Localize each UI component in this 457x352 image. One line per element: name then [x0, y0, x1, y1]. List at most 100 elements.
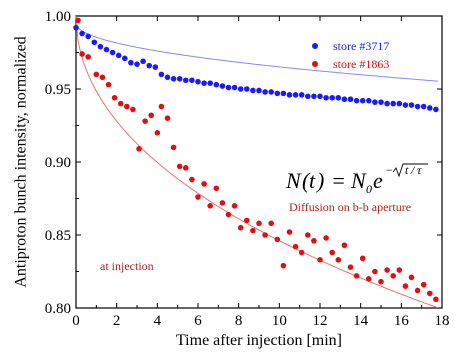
point-store-3717 — [164, 74, 171, 81]
x-tick-label: 6 — [194, 313, 202, 329]
point-store-1863 — [396, 267, 403, 273]
point-store-1863 — [402, 283, 409, 289]
svg-text:0: 0 — [366, 182, 372, 196]
point-store-3717 — [122, 55, 128, 62]
point-store-1863 — [189, 176, 195, 183]
point-store-3717 — [268, 89, 275, 95]
point-store-1863 — [105, 81, 112, 88]
formula: N ( t ) = N 0 e − t / τ — [285, 163, 428, 196]
point-store-1863 — [268, 220, 275, 227]
legend-label-store-3717: store #3717 — [333, 39, 389, 53]
point-store-1863 — [231, 203, 238, 209]
point-store-3717 — [378, 99, 384, 105]
point-store-3717 — [372, 99, 378, 105]
point-store-1863 — [353, 273, 360, 279]
point-store-1863 — [201, 181, 207, 187]
y-tick-label: 0.85 — [45, 228, 71, 244]
point-store-3717 — [195, 78, 201, 85]
point-store-3717 — [341, 96, 348, 103]
point-store-1863 — [117, 100, 124, 107]
point-store-1863 — [124, 103, 130, 110]
point-store-1863 — [244, 217, 250, 224]
point-store-1863 — [317, 257, 323, 263]
point-store-3717 — [347, 96, 354, 103]
point-store-3717 — [408, 102, 415, 108]
point-store-3717 — [317, 93, 323, 100]
point-store-3717 — [323, 94, 329, 101]
x-tick-label: 16 — [394, 313, 410, 329]
point-store-3717 — [396, 100, 403, 107]
point-store-1863 — [323, 235, 329, 241]
point-store-1863 — [298, 249, 305, 256]
annotation-at-injection: at injection — [100, 259, 154, 273]
point-store-1863 — [213, 185, 220, 192]
point-store-3717 — [384, 100, 390, 107]
point-store-1863 — [142, 118, 148, 124]
point-store-3717 — [79, 30, 85, 37]
point-store-1863 — [390, 273, 397, 279]
point-store-1863 — [433, 296, 439, 303]
point-store-3717 — [280, 90, 287, 97]
point-store-3717 — [427, 105, 433, 111]
point-store-1863 — [250, 227, 256, 234]
point-store-1863 — [274, 236, 281, 243]
x-axis-label: Time after injection [min] — [176, 332, 342, 349]
point-store-1863 — [207, 203, 213, 209]
point-store-3717 — [231, 84, 238, 91]
point-store-3717 — [140, 58, 146, 65]
point-store-1863 — [79, 51, 85, 57]
point-store-1863 — [164, 115, 171, 121]
point-store-3717 — [390, 100, 397, 107]
svg-text:τ: τ — [417, 163, 422, 177]
point-store-3717 — [134, 61, 140, 67]
point-store-1863 — [427, 290, 433, 297]
point-store-1863 — [414, 287, 421, 294]
point-store-1863 — [219, 200, 226, 206]
svg-text:/: / — [410, 163, 416, 177]
x-tick-label: 18 — [435, 313, 450, 329]
svg-text:N: N — [350, 168, 367, 193]
point-store-1863 — [311, 238, 317, 244]
point-store-3717 — [158, 71, 165, 78]
x-tick-label: 14 — [353, 313, 369, 329]
point-store-3717 — [97, 43, 104, 50]
point-store-3717 — [286, 92, 293, 98]
point-store-3717 — [250, 87, 256, 94]
point-store-1863 — [408, 274, 415, 281]
point-store-1863 — [256, 220, 262, 227]
svg-text:t: t — [405, 163, 409, 177]
x-tick-label: 12 — [313, 313, 328, 329]
y-tick-label: 1.00 — [45, 9, 71, 25]
point-store-3717 — [225, 84, 232, 91]
point-store-3717 — [170, 75, 177, 82]
point-store-3717 — [201, 80, 207, 86]
svg-text:(: ( — [302, 168, 311, 193]
y-tick-label: 0.95 — [45, 82, 71, 98]
point-store-3717 — [292, 92, 299, 98]
point-store-3717 — [183, 77, 189, 84]
point-store-3717 — [366, 97, 372, 104]
point-store-1863 — [366, 276, 372, 282]
point-store-3717 — [262, 89, 268, 95]
point-store-3717 — [414, 103, 421, 110]
x-tick-label: 10 — [272, 313, 287, 329]
point-store-1863 — [176, 163, 183, 170]
point-store-1863 — [372, 268, 378, 275]
point-store-3717 — [73, 24, 79, 31]
point-store-3717 — [109, 49, 116, 56]
point-store-3717 — [359, 97, 366, 104]
point-store-3717 — [213, 81, 220, 88]
point-store-1863 — [341, 242, 348, 249]
point-store-1863 — [305, 232, 311, 238]
legend-marker-store-1863 — [312, 61, 318, 67]
point-store-3717 — [85, 33, 91, 40]
point-store-3717 — [311, 93, 317, 100]
point-store-1863 — [75, 17, 81, 24]
svg-text:): ) — [315, 168, 324, 193]
point-store-3717 — [298, 92, 305, 98]
axis-ticks: 0 2 4 6 8 10 12 14 16 18 0.80 0.85 0.90 0.95 1.00 — [45, 9, 450, 329]
legend: store #3717 store #1863 — [312, 39, 389, 71]
svg-text:t: t — [309, 168, 316, 193]
point-store-1863 — [99, 74, 106, 81]
